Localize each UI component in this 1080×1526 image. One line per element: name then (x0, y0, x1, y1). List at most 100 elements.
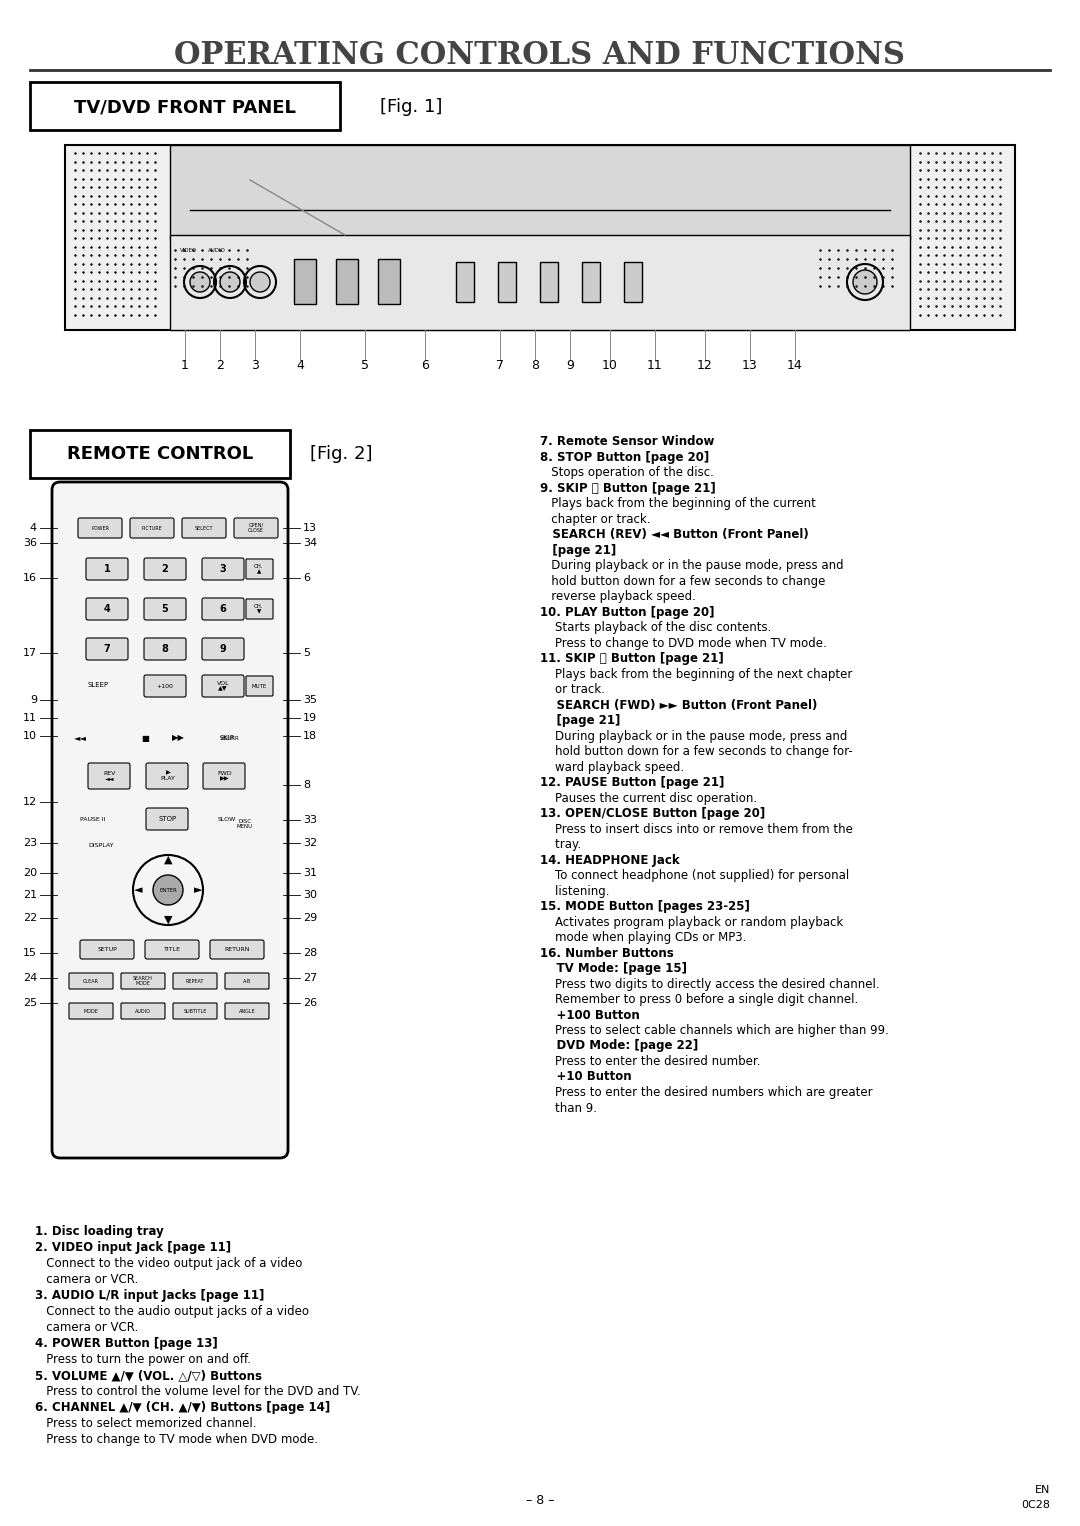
FancyBboxPatch shape (202, 598, 244, 620)
Text: RETURN: RETURN (225, 948, 249, 952)
Text: To connect headphone (not supplied) for personal: To connect headphone (not supplied) for … (540, 868, 849, 882)
Text: Press to insert discs into or remove them from the: Press to insert discs into or remove the… (540, 823, 853, 836)
FancyBboxPatch shape (203, 763, 245, 789)
Text: 19: 19 (303, 713, 318, 723)
Text: Pauses the current disc operation.: Pauses the current disc operation. (540, 792, 757, 804)
Text: [page 21]: [page 21] (540, 543, 617, 557)
Text: 3. AUDIO L/R input Jacks [page 11]: 3. AUDIO L/R input Jacks [page 11] (35, 1289, 265, 1302)
Text: 26: 26 (303, 998, 318, 1009)
Text: TV/DVD FRONT PANEL: TV/DVD FRONT PANEL (75, 98, 296, 116)
Text: 12. PAUSE Button [page 21]: 12. PAUSE Button [page 21] (540, 777, 725, 789)
Text: Press two digits to directly access the desired channel.: Press two digits to directly access the … (540, 978, 879, 990)
Text: 7: 7 (496, 359, 504, 371)
FancyBboxPatch shape (173, 974, 217, 989)
Text: 14. HEADPHONE Jack: 14. HEADPHONE Jack (540, 853, 679, 867)
Text: PICTURE: PICTURE (141, 525, 162, 531)
Text: 4: 4 (296, 359, 303, 371)
Text: REV
◄◄: REV ◄◄ (104, 771, 117, 781)
Text: VIDEO: VIDEO (180, 249, 198, 253)
Text: ◄: ◄ (134, 885, 143, 896)
Text: +100 Button: +100 Button (540, 1009, 639, 1021)
Text: than 9.: than 9. (540, 1102, 597, 1114)
Text: EN: EN (1035, 1485, 1050, 1495)
FancyBboxPatch shape (144, 674, 186, 697)
Text: SLEEP: SLEEP (87, 682, 109, 688)
Text: ►: ► (193, 885, 202, 896)
Text: 11: 11 (23, 713, 37, 723)
Text: 10. PLAY Button [page 20]: 10. PLAY Button [page 20] (540, 606, 715, 618)
Text: 3: 3 (219, 565, 227, 574)
FancyBboxPatch shape (86, 559, 129, 580)
Text: 30: 30 (303, 890, 318, 900)
Text: 23: 23 (23, 838, 37, 848)
Text: Press to select memorized channel.: Press to select memorized channel. (35, 1418, 257, 1430)
Text: Press to select cable channels which are higher than 99.: Press to select cable channels which are… (540, 1024, 889, 1038)
Text: 8: 8 (162, 644, 168, 655)
Text: CH.
▼: CH. ▼ (254, 604, 264, 615)
Text: 32: 32 (303, 838, 318, 848)
Text: [page 21]: [page 21] (540, 714, 620, 726)
Bar (170, 145, 910, 240)
FancyBboxPatch shape (69, 974, 113, 989)
Text: SEARCH (FWD) ►► Button (Front Panel): SEARCH (FWD) ►► Button (Front Panel) (540, 699, 818, 711)
FancyBboxPatch shape (86, 638, 129, 661)
FancyBboxPatch shape (121, 974, 165, 989)
Text: DISPLAY: DISPLAY (87, 842, 113, 848)
Text: ENTER: ENTER (159, 888, 177, 893)
Text: POWER: POWER (91, 525, 109, 531)
Bar (456, 262, 474, 302)
FancyBboxPatch shape (246, 600, 273, 620)
Text: 5: 5 (303, 649, 310, 658)
Text: ward playback speed.: ward playback speed. (540, 760, 684, 774)
Text: 1. Disc loading tray: 1. Disc loading tray (35, 1225, 164, 1238)
Text: 5: 5 (361, 359, 369, 371)
Text: Activates program playback or random playback: Activates program playback or random pla… (540, 916, 843, 928)
Text: 34: 34 (303, 539, 318, 548)
Text: 6. CHANNEL ▲/▼ (CH. ▲/▼) Buttons [page 14]: 6. CHANNEL ▲/▼ (CH. ▲/▼) Buttons [page 1… (35, 1401, 330, 1415)
Bar (582, 262, 600, 302)
Text: camera or VCR.: camera or VCR. (35, 1322, 138, 1334)
Text: 11. SKIP ⏭ Button [page 21]: 11. SKIP ⏭ Button [page 21] (540, 652, 724, 665)
Circle shape (853, 270, 877, 295)
Text: SKIP: SKIP (220, 736, 235, 742)
Text: +100: +100 (157, 684, 174, 688)
FancyBboxPatch shape (144, 638, 186, 661)
Text: reverse playback speed.: reverse playback speed. (540, 591, 696, 603)
FancyBboxPatch shape (202, 638, 244, 661)
Text: SELECT: SELECT (194, 525, 213, 531)
Text: SUBTITLE: SUBTITLE (184, 1009, 206, 1013)
FancyBboxPatch shape (69, 1003, 113, 1019)
Text: 7. Remote Sensor Window: 7. Remote Sensor Window (540, 435, 714, 449)
FancyBboxPatch shape (80, 940, 134, 958)
Text: REMOTE CONTROL: REMOTE CONTROL (67, 446, 253, 462)
Text: REPEAT: REPEAT (186, 978, 204, 983)
Text: 16: 16 (23, 572, 37, 583)
Text: 29: 29 (303, 913, 318, 923)
FancyBboxPatch shape (202, 674, 244, 697)
FancyBboxPatch shape (210, 940, 264, 958)
Text: ▶▶: ▶▶ (172, 734, 185, 743)
Text: 8. STOP Button [page 20]: 8. STOP Button [page 20] (540, 450, 710, 464)
Text: Connect to the audio output jacks of a video: Connect to the audio output jacks of a v… (35, 1305, 309, 1318)
FancyBboxPatch shape (52, 482, 288, 1158)
Text: Connect to the video output jack of a video: Connect to the video output jack of a vi… (35, 1257, 302, 1270)
Text: During playback or in the pause mode, press and: During playback or in the pause mode, pr… (540, 729, 848, 743)
Text: ANGLE: ANGLE (239, 1009, 255, 1013)
Text: TV Mode: [page 15]: TV Mode: [page 15] (540, 961, 687, 975)
Text: A-B: A-B (243, 978, 252, 983)
Text: [Fig. 1]: [Fig. 1] (380, 98, 443, 116)
Text: Press to change to DVD mode when TV mode.: Press to change to DVD mode when TV mode… (540, 636, 827, 650)
Text: hold button down for a few seconds to change: hold button down for a few seconds to ch… (540, 574, 825, 588)
Text: 1: 1 (104, 565, 110, 574)
Bar (540, 262, 558, 302)
Text: 24: 24 (23, 974, 37, 983)
Text: Press to turn the power on and off.: Press to turn the power on and off. (35, 1354, 251, 1366)
Text: Plays back from the beginning of the next chapter: Plays back from the beginning of the nex… (540, 667, 852, 681)
Bar (294, 259, 316, 304)
FancyBboxPatch shape (146, 763, 188, 789)
Text: 35: 35 (303, 694, 318, 705)
Text: Press to control the volume level for the DVD and TV.: Press to control the volume level for th… (35, 1386, 361, 1398)
Bar (378, 259, 400, 304)
Text: 20: 20 (23, 868, 37, 877)
Text: 8: 8 (531, 359, 539, 371)
